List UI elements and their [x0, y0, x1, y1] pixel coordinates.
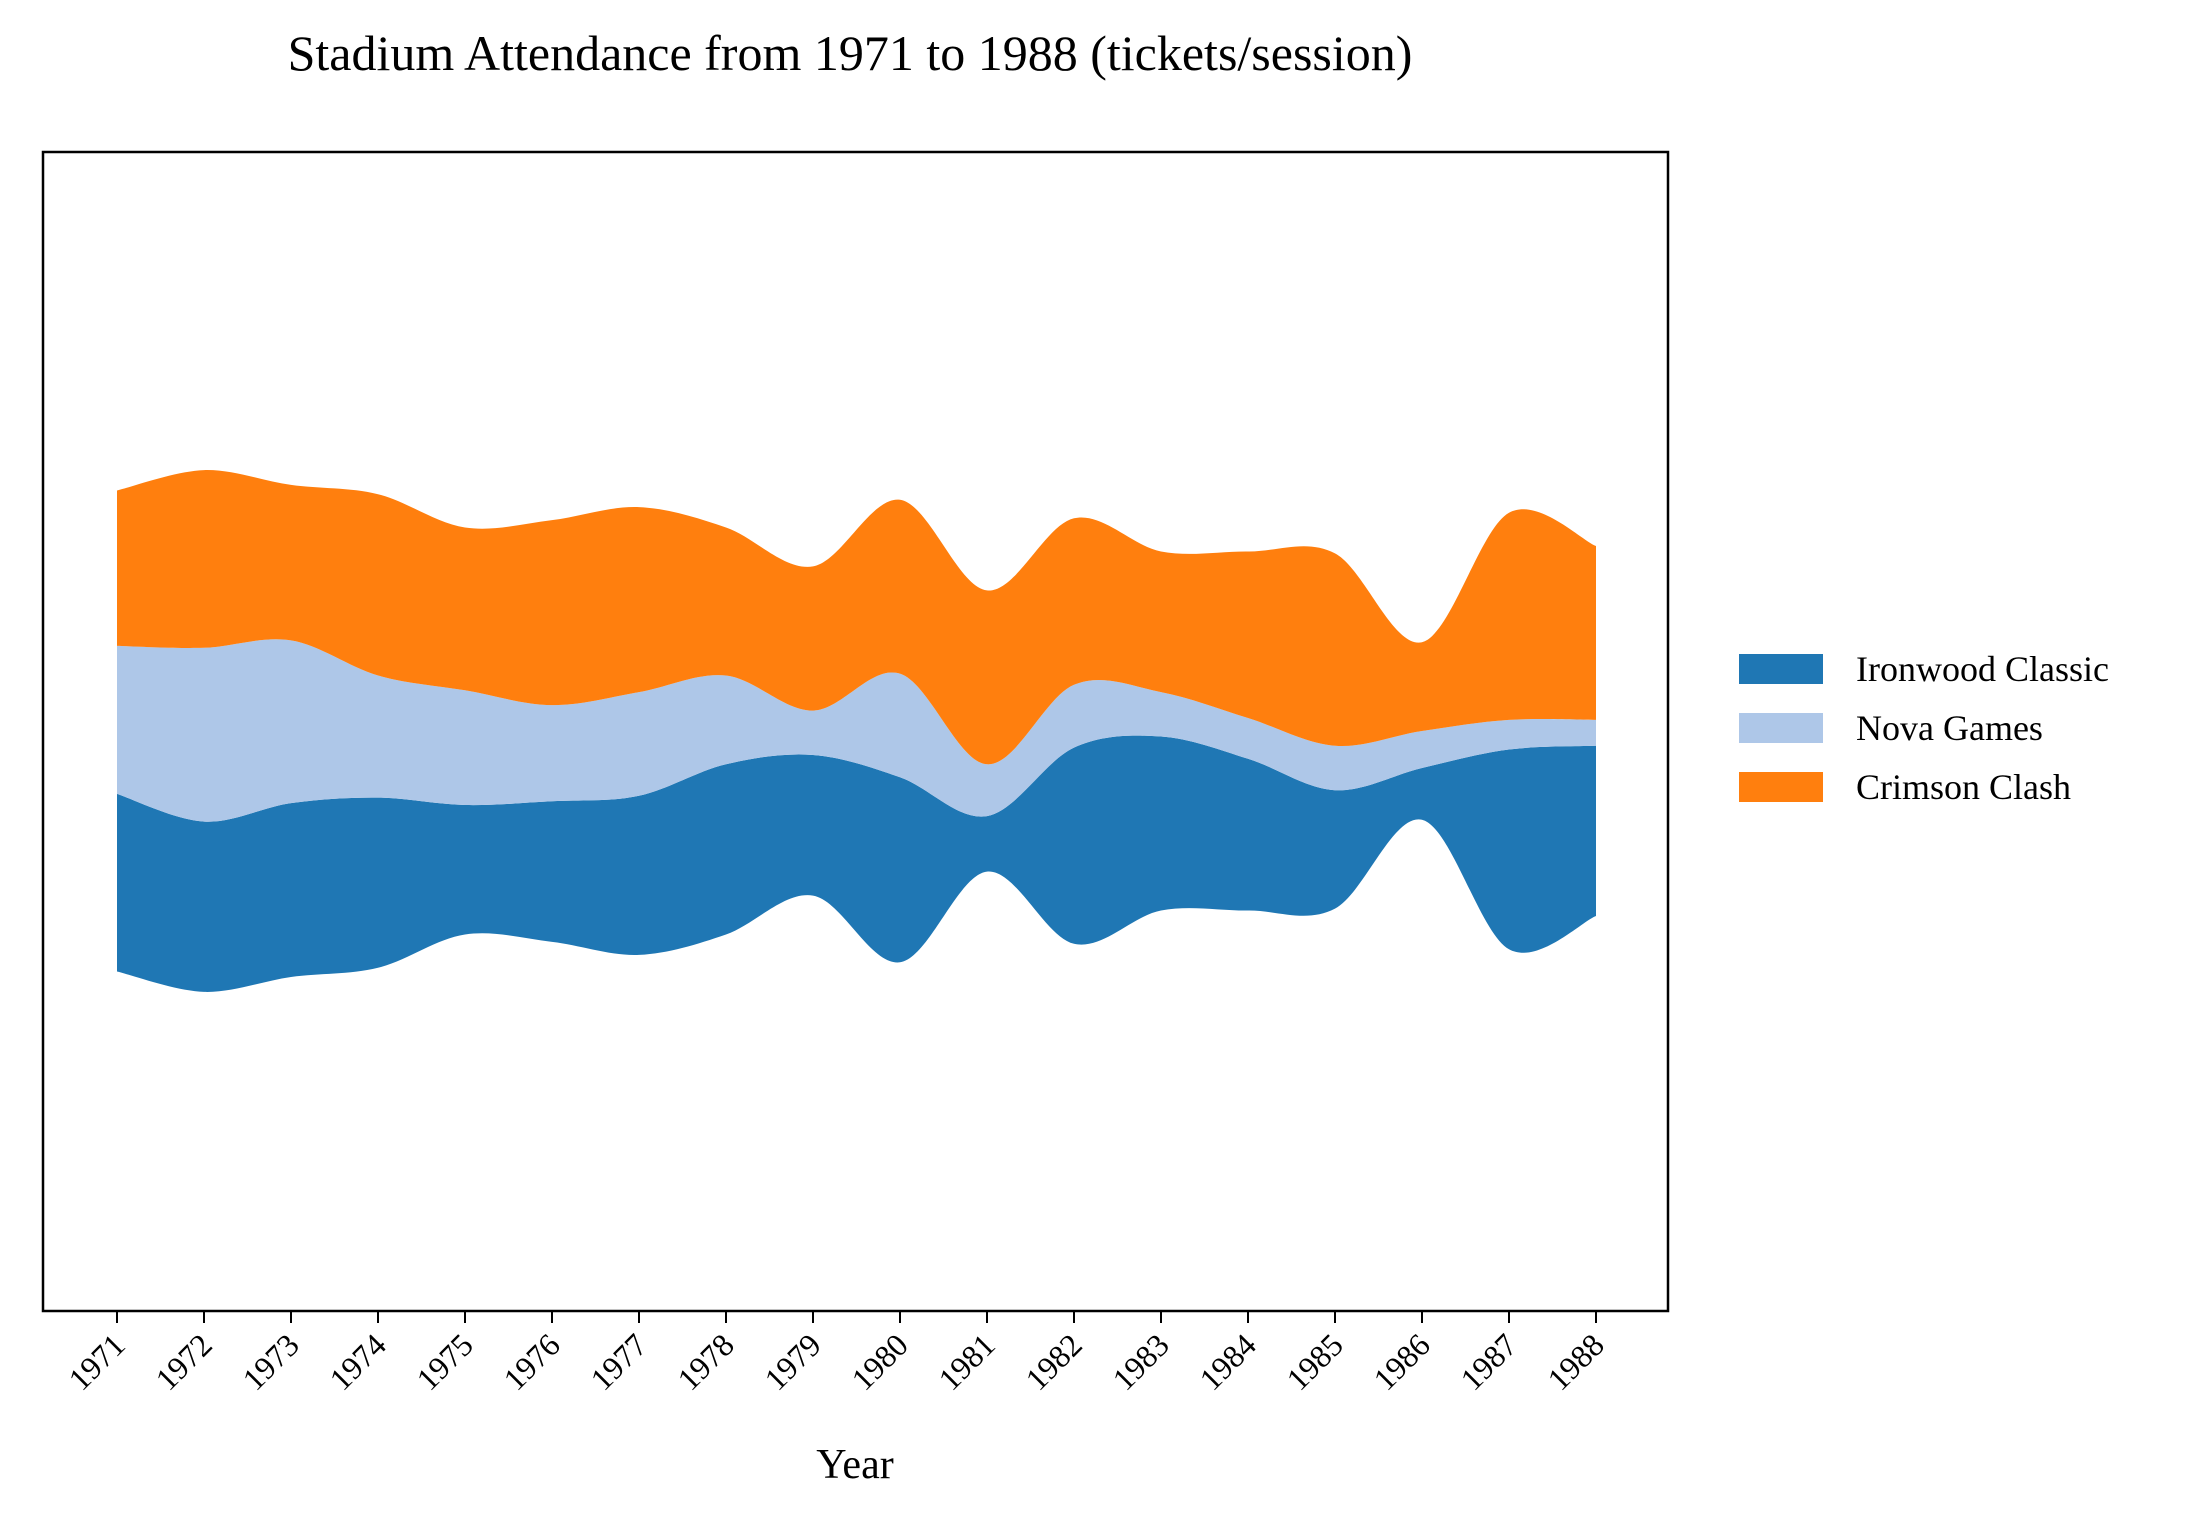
legend-label: Crimson Clash [1856, 767, 2071, 807]
x-tick-label: 1983 [1105, 1326, 1176, 1397]
x-tick-label: 1987 [1453, 1326, 1524, 1397]
x-axis: 1971 1972 1973 1974 1975 1976 1977 1978 1979 1980… [61, 1311, 1611, 1397]
x-axis-label: Year [816, 1442, 893, 1488]
stream-nova-games [117, 639, 1596, 822]
stream-ironwood-classic [117, 735, 1596, 992]
x-tick-label: 1988 [1540, 1326, 1611, 1397]
streams [117, 470, 1596, 992]
chart-title: Stadium Attendance from 1971 to 1988 (ti… [288, 25, 1413, 81]
legend-label: Nova Games [1856, 708, 2043, 748]
x-tick-label: 1975 [409, 1326, 480, 1397]
legend-swatch [1739, 772, 1823, 802]
x-tick-label: 1981 [931, 1326, 1002, 1397]
x-tick-label: 1973 [235, 1326, 306, 1397]
x-tick-label: 1974 [322, 1326, 393, 1397]
legend-swatch [1739, 654, 1823, 684]
x-tick-label: 1979 [757, 1326, 828, 1397]
x-tick-label: 1978 [670, 1326, 741, 1397]
stream-crimson-clash [117, 470, 1596, 765]
legend-label: Ironwood Classic [1856, 649, 2109, 689]
x-tick-label: 1985 [1279, 1326, 1350, 1397]
x-tick-label: 1982 [1018, 1326, 1089, 1397]
x-tick-label: 1972 [148, 1326, 219, 1397]
plot-frame [41, 150, 1670, 1313]
x-tick-label: 1971 [61, 1326, 132, 1397]
x-tick-label: 1986 [1366, 1326, 1437, 1397]
x-tick-label: 1976 [496, 1326, 567, 1397]
x-tick-label: 1980 [844, 1326, 915, 1397]
x-tick-label: 1984 [1192, 1326, 1263, 1397]
x-tick-label: 1977 [583, 1326, 654, 1397]
legend: Ironwood Classic Nova Games Crimson Clash [1739, 649, 2109, 807]
legend-swatch [1739, 713, 1823, 743]
